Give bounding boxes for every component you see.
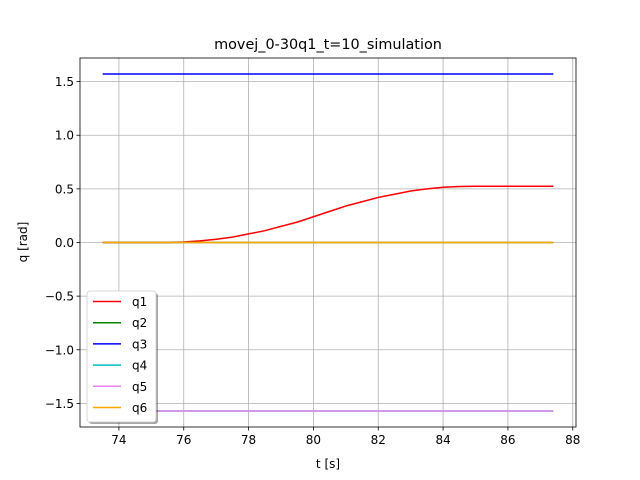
x-tick-label: 74 xyxy=(111,433,126,447)
x-tick-label: 88 xyxy=(565,433,580,447)
grid xyxy=(80,58,576,427)
legend-label-q2: q2 xyxy=(132,316,147,330)
y-tick-label: 1.0 xyxy=(55,129,74,143)
legend-label-q4: q4 xyxy=(132,359,147,373)
y-tick-label: 1.5 xyxy=(55,75,74,89)
y-tick-label: 0.5 xyxy=(55,182,74,196)
ticks: 74 76 78 80 82 84 86 88 −1.5 −1.0 −0.5 0.0 0.5 1.0 1.5 xyxy=(45,75,581,447)
legend: q1 q2 q3 q4 q5 q6 xyxy=(86,290,158,424)
x-tick-label: 82 xyxy=(371,433,386,447)
y-axis-label: q [rad] xyxy=(16,222,30,263)
series-line-q1 xyxy=(102,185,554,244)
y-tick-label: −1.5 xyxy=(45,397,74,411)
legend-label-q1: q1 xyxy=(132,295,147,309)
x-tick-label: 86 xyxy=(500,433,515,447)
legend-label-q5: q5 xyxy=(132,380,147,394)
legend-box xyxy=(86,290,157,423)
chart-title: movej_0-30q1_t=10_simulation xyxy=(214,37,442,53)
x-tick-label: 80 xyxy=(306,433,321,447)
x-tick-label: 84 xyxy=(435,433,450,447)
series-lines xyxy=(102,73,554,412)
x-tick-label: 78 xyxy=(241,433,256,447)
y-tick-label: −0.5 xyxy=(45,290,74,304)
x-axis-label: t [s] xyxy=(316,457,340,471)
legend-label-q6: q6 xyxy=(132,401,147,415)
y-tick-label: 0.0 xyxy=(55,236,74,250)
y-tick-label: −1.0 xyxy=(45,343,74,357)
x-tick-label: 76 xyxy=(176,433,191,447)
legend-label-q3: q3 xyxy=(132,337,147,351)
